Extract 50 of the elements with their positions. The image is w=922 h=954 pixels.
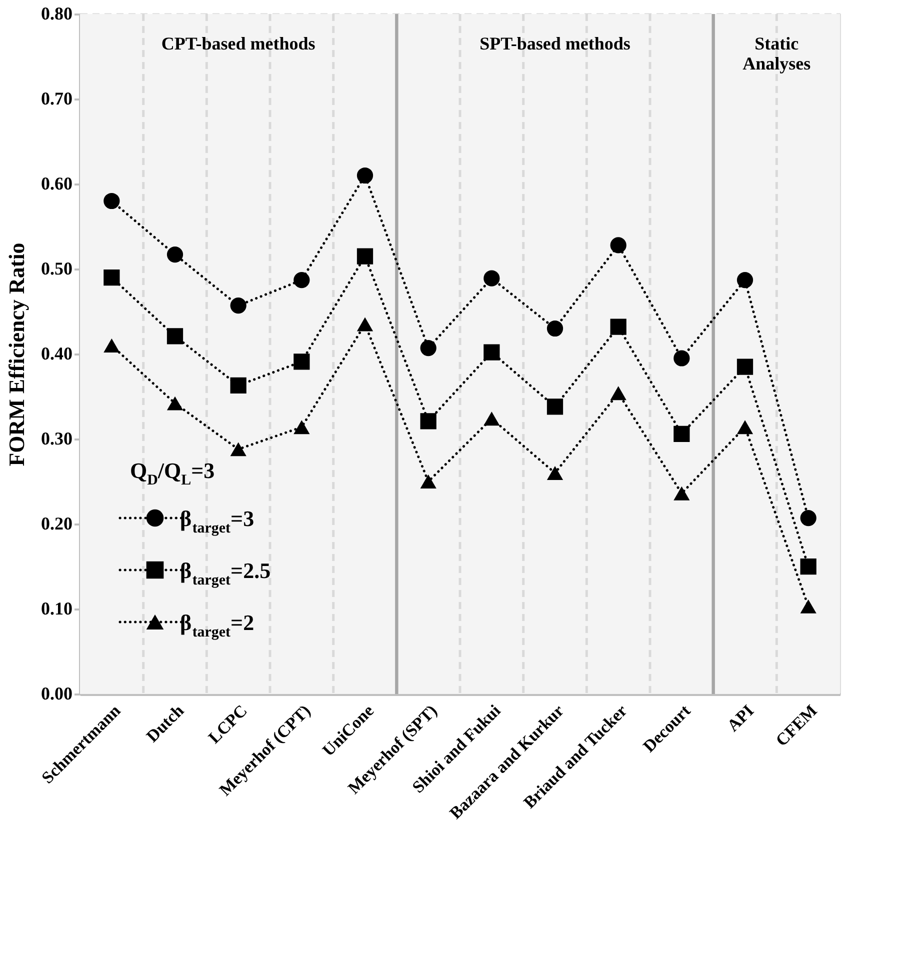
point [546,466,564,480]
y-tick-label: 0.50 [41,258,72,278]
point [484,412,500,426]
y-tick-label: 0.30 [41,428,72,448]
point [800,510,816,526]
point [104,338,120,352]
band-label: SPT-based methods [480,34,630,54]
point [800,599,816,614]
point [166,328,184,344]
point [104,269,120,286]
y-tick-label: 0.70 [41,88,72,108]
point [230,377,246,394]
point [800,558,816,575]
point [736,272,754,288]
y-tick-label: 0.60 [41,174,72,194]
point [420,474,436,488]
point [294,420,310,434]
point [610,318,626,335]
point [546,398,564,415]
point [356,167,374,184]
point [484,344,500,360]
point [674,350,690,366]
band-label: CPT-based methods [161,34,316,54]
point [166,396,184,410]
point [736,358,754,375]
point [674,486,690,500]
point [610,237,626,254]
point [166,246,184,263]
y-axis-title: FORM Efficiency Ratio [4,242,29,466]
y-tick-label: 0.20 [41,514,72,534]
point [294,272,310,288]
band-label: Static Analyses [742,34,811,74]
y-tick-label: 0.80 [41,4,72,24]
y-tick-label: 0.40 [41,344,72,364]
y-tick-label: 0.10 [41,598,72,618]
point [420,413,436,430]
point [230,442,246,456]
point [736,420,754,434]
point [546,320,564,337]
point [356,317,374,332]
point [230,298,246,314]
point [104,192,120,210]
x-tick-label: API [723,700,758,736]
point [294,354,310,370]
point [356,248,374,264]
point [674,426,690,442]
y-tick-label: 0.00 [41,684,72,704]
point [484,270,500,286]
point [610,386,626,400]
point [420,340,436,356]
